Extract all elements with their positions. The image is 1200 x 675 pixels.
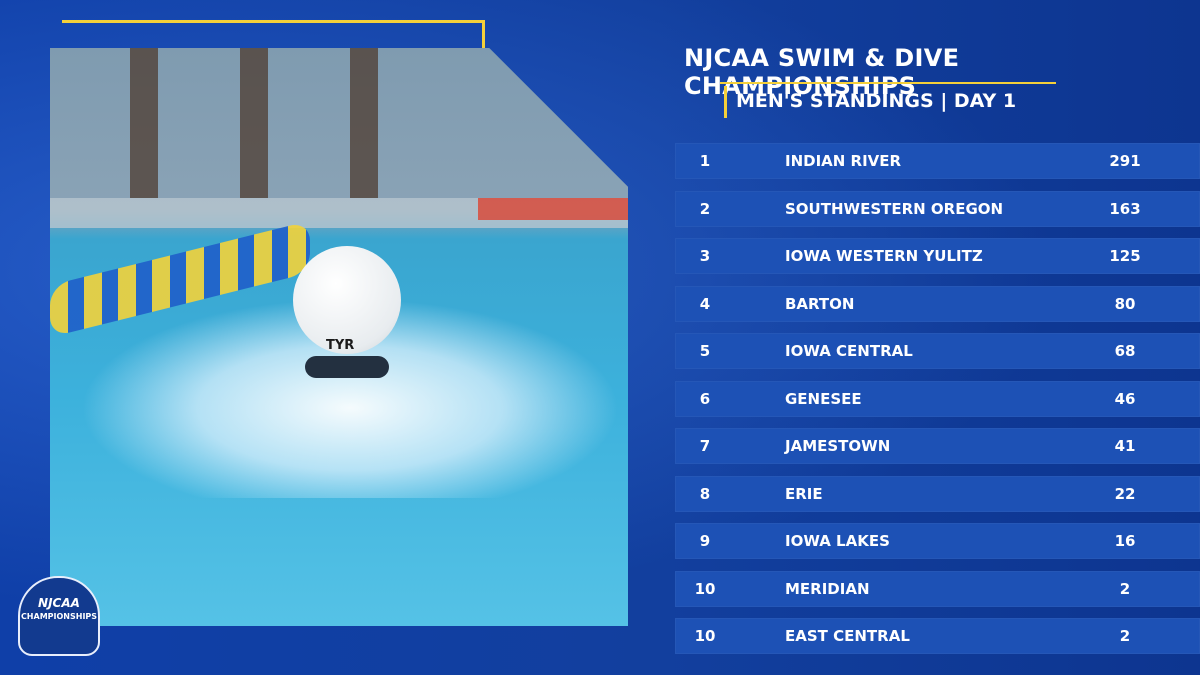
standings-row: 10 MERIDIAN 2	[675, 571, 1200, 607]
swim-cap	[293, 246, 401, 354]
rank: 5	[699, 342, 711, 360]
points: 2	[1119, 580, 1131, 598]
subtitle-bar	[724, 86, 727, 118]
points: 46	[1114, 390, 1136, 408]
rank: 6	[699, 390, 711, 408]
team-name: IOWA CENTRAL	[785, 342, 913, 360]
team-name: MERIDIAN	[785, 580, 870, 598]
standings-row: 3 IOWA WESTERN YULITZ 125	[675, 238, 1200, 274]
team-name: JAMESTOWN	[785, 437, 891, 455]
team-name: EAST CENTRAL	[785, 627, 910, 645]
team-name: IOWA LAKES	[785, 532, 890, 550]
page-title: NJCAA SWIM & DIVE CHAMPIONSHIPS	[684, 44, 960, 100]
points: 68	[1114, 342, 1136, 360]
page-subtitle: MEN'S STANDINGS | DAY 1	[736, 90, 1017, 112]
logo-org: NJCAA	[38, 596, 80, 610]
rank: 9	[699, 532, 711, 550]
accent-line-vertical	[482, 20, 485, 60]
standings-row: 4 BARTON 80	[675, 286, 1200, 322]
points: 22	[1114, 485, 1136, 503]
standings-row: 9 IOWA LAKES 16	[675, 523, 1200, 559]
team-name: INDIAN RIVER	[785, 152, 902, 170]
standings-row: 5 IOWA CENTRAL 68	[675, 333, 1200, 369]
championships-logo: NJCAA CHAMPIONSHIPS	[18, 576, 100, 656]
standings-row: 2 SOUTHWESTERN OREGON 163	[675, 191, 1200, 227]
team-name: IOWA WESTERN YULITZ	[785, 247, 983, 265]
standings-row: 1 INDIAN RIVER 291	[675, 143, 1200, 179]
cap-brand-logo: TYR	[326, 338, 355, 353]
team-name: BARTON	[785, 295, 855, 313]
rank: 4	[699, 295, 711, 313]
points: 16	[1114, 532, 1136, 550]
team-name: SOUTHWESTERN OREGON	[785, 200, 1004, 218]
spectator-legs	[130, 48, 158, 198]
logo-text: CHAMPIONSHIPS	[20, 612, 98, 621]
rank: 1	[699, 152, 711, 170]
rank: 8	[699, 485, 711, 503]
goggles	[305, 356, 389, 378]
title-underline	[720, 82, 1056, 84]
points: 2	[1119, 627, 1131, 645]
team-name: ERIE	[785, 485, 823, 503]
team-name: GENESEE	[785, 390, 862, 408]
points: 125	[1109, 247, 1141, 265]
points: 80	[1114, 295, 1136, 313]
points: 163	[1109, 200, 1141, 218]
points: 291	[1109, 152, 1141, 170]
spectator-legs	[240, 48, 268, 198]
rank: 10	[694, 627, 716, 645]
rank: 2	[699, 200, 711, 218]
spectator-legs	[350, 48, 378, 198]
accent-line-top	[62, 20, 482, 23]
points: 41	[1114, 437, 1136, 455]
rank: 3	[699, 247, 711, 265]
standings-row: 7 JAMESTOWN 41	[675, 428, 1200, 464]
rank: 7	[699, 437, 711, 455]
standings-row: 10 EAST CENTRAL 2	[675, 618, 1200, 654]
swimmer-photo: TYR	[50, 48, 628, 626]
standings-row: 6 GENESEE 46	[675, 381, 1200, 417]
rank: 10	[694, 580, 716, 598]
pool-rail	[478, 198, 628, 220]
logo-shield	[18, 576, 100, 656]
standings-row: 8 ERIE 22	[675, 476, 1200, 512]
